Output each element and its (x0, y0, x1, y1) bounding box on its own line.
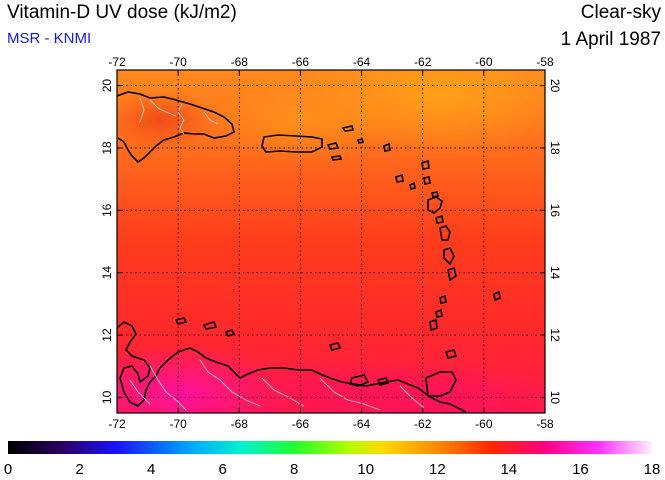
lat-label-left: 10 (100, 390, 114, 404)
colorbar-label: 10 (357, 461, 374, 478)
colorbar-label: 8 (290, 461, 298, 478)
lon-label-bottom: -60 (475, 417, 493, 431)
map-frame (116, 69, 546, 414)
venezuela-coast (117, 321, 467, 413)
puerto-rico-coast (261, 134, 323, 153)
coastlines (117, 91, 501, 413)
lon-label-bottom: -66 (292, 417, 310, 431)
colorbar-ticks: 0 2 4 6 8 10 12 14 16 18 (4, 461, 661, 478)
sky-condition-label: Clear-sky (580, 2, 661, 23)
lon-label-top: -70 (169, 55, 187, 69)
lat-label-left: 20 (100, 79, 114, 93)
colorbar-label: 2 (75, 461, 83, 478)
lon-label-bottom: -70 (169, 417, 187, 431)
colorbar-label: 4 (147, 461, 155, 478)
lat-label-right: 20 (548, 79, 562, 93)
barbados-coast (493, 290, 501, 302)
lat-lon-grid (117, 70, 545, 413)
colorbar-label: 0 (4, 461, 12, 478)
country-borders (129, 97, 425, 411)
colorbar-label: 18 (644, 461, 661, 478)
map-title: Vitamin-D UV dose (kJ/m2) (7, 2, 237, 23)
lat-label-right: 18 (548, 141, 562, 155)
lon-label-top: -62 (414, 55, 432, 69)
lat-label-left: 14 (100, 266, 114, 280)
colorbar (8, 441, 652, 454)
lat-label-right: 14 (548, 266, 562, 280)
lat-label-right: 16 (548, 204, 562, 218)
colorbar-label: 16 (572, 461, 589, 478)
lon-label-top: -72 (108, 55, 126, 69)
date-label: 1 April 1987 (560, 29, 661, 50)
colorbar-label: 6 (218, 461, 226, 478)
lon-label-bottom: -62 (414, 417, 432, 431)
lat-label-right: 10 (548, 391, 562, 405)
lon-label-top: -58 (536, 55, 554, 69)
lat-label-left: 12 (100, 328, 114, 342)
martinique-coast (439, 225, 451, 241)
lon-label-top: -64 (353, 55, 371, 69)
lon-label-top: -68 (231, 55, 249, 69)
lon-label-bottom: -64 (353, 417, 371, 431)
lat-label-left: 16 (100, 203, 114, 217)
colorbar-label: 12 (429, 461, 446, 478)
map-ticks: -72 -72 -70 -70 -68 -68 -66 -66 -64 -64 -62 -62 -60 -… (100, 55, 562, 431)
lat-label-right: 12 (548, 328, 562, 342)
lon-label-top: -60 (475, 55, 493, 69)
source-label: MSR - KNMI (7, 30, 92, 47)
colorbar-label: 14 (501, 461, 518, 478)
lat-label-left: 18 (100, 141, 114, 155)
lon-label-bottom: -72 (108, 417, 126, 431)
lon-label-bottom: -58 (536, 417, 554, 431)
lon-label-top: -66 (292, 55, 310, 69)
hispaniola-coast (117, 91, 235, 164)
lon-label-bottom: -68 (231, 417, 249, 431)
